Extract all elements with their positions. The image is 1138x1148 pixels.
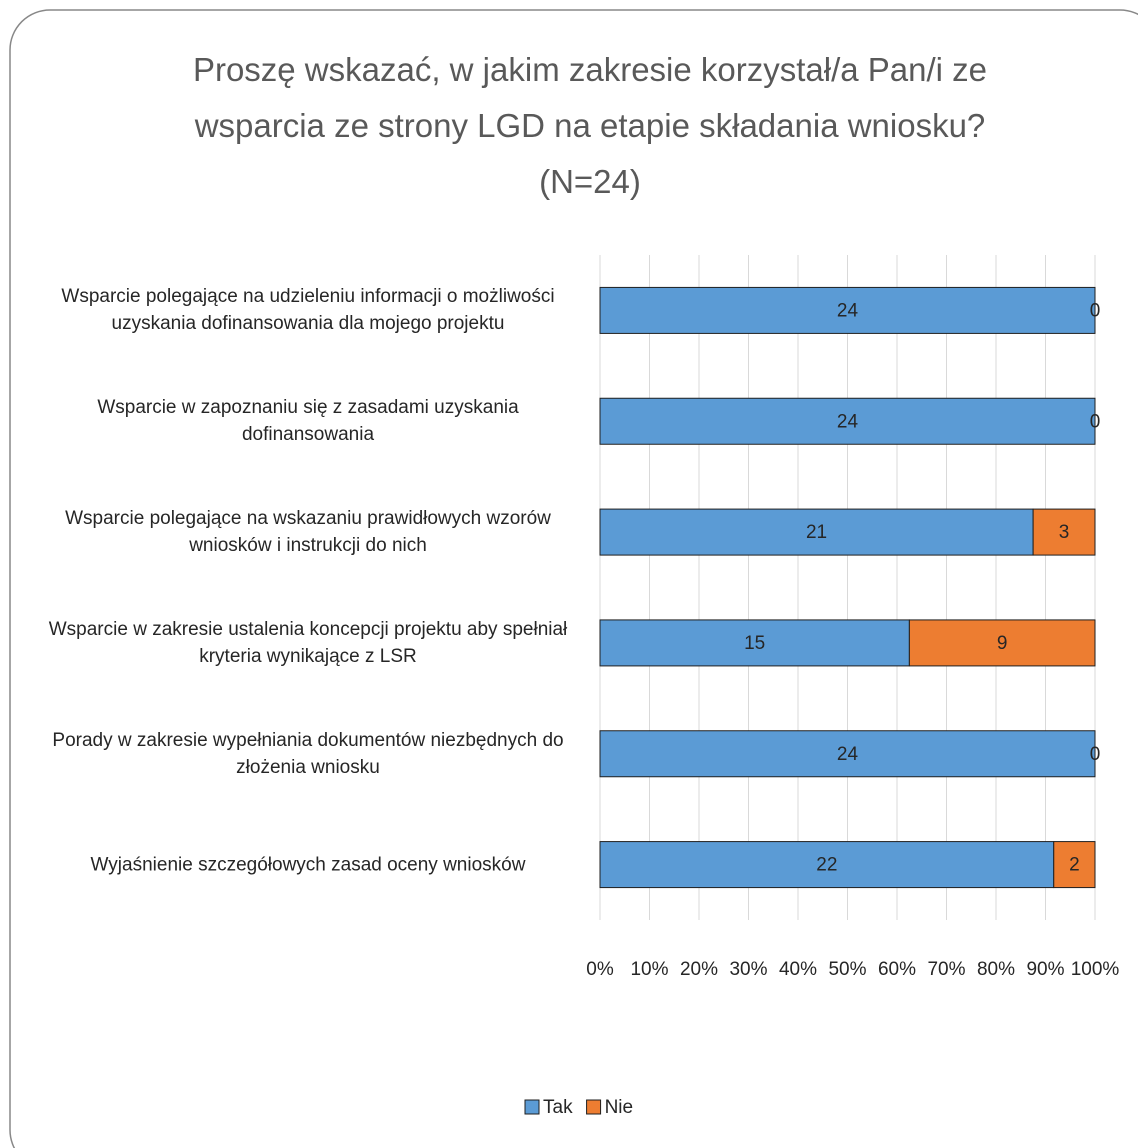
data-label: 0 — [1090, 744, 1101, 765]
data-label: 2 — [1069, 855, 1080, 876]
category-label: Wsparcie w zapoznaniu się z zasadami uzy… — [97, 397, 519, 446]
legend-swatch — [586, 1099, 602, 1115]
bar-segment — [599, 508, 1034, 556]
bar-segment — [599, 397, 1096, 445]
category-label: Porady w zakresie wypełniania dokumentów… — [52, 729, 564, 778]
legend-swatch — [524, 1099, 540, 1115]
data-label: 9 — [997, 633, 1008, 654]
category-label: Wsparcie polegające na wskazaniu prawidł… — [65, 508, 551, 557]
bar-segment — [1053, 841, 1096, 889]
data-label: 24 — [837, 300, 859, 321]
data-label: 3 — [1059, 522, 1070, 543]
bar-segment — [599, 730, 1096, 778]
x-tick-label: 50% — [828, 959, 866, 980]
data-label: 15 — [744, 633, 765, 654]
x-tick-label: 100% — [1071, 959, 1120, 980]
data-label: 22 — [816, 855, 837, 876]
x-tick-label: 0% — [586, 959, 614, 980]
data-label: 24 — [837, 411, 859, 432]
legend-label: Tak — [543, 1097, 573, 1118]
x-tick-label: 70% — [927, 959, 965, 980]
x-tick-label: 20% — [680, 959, 718, 980]
x-tick-label: 60% — [878, 959, 916, 980]
chart-title: Proszę wskazać, w jakim zakresie korzyst… — [192, 51, 988, 200]
category-label: Wyjaśnienie szczegółowych zasad oceny wn… — [90, 854, 526, 876]
bar-segment — [599, 619, 910, 667]
bar-segment — [599, 841, 1055, 889]
data-label: 0 — [1090, 300, 1101, 321]
data-label: 0 — [1090, 411, 1101, 432]
data-label: 21 — [806, 522, 827, 543]
category-label: Wsparcie w zakresie ustalenia koncepcji … — [48, 618, 568, 667]
x-tick-label: 10% — [630, 959, 668, 980]
x-tick-label: 90% — [1026, 959, 1064, 980]
x-tick-label: 30% — [729, 959, 767, 980]
x-tick-label: 80% — [977, 959, 1015, 980]
data-label: 24 — [837, 744, 859, 765]
legend-label: Nie — [605, 1097, 634, 1118]
bar-segment — [599, 286, 1096, 334]
category-label: Wsparcie polegające na udzieleniu inform… — [61, 286, 555, 335]
bar-segment — [908, 619, 1096, 667]
bar-segment — [1032, 508, 1096, 556]
x-tick-label: 40% — [779, 959, 817, 980]
